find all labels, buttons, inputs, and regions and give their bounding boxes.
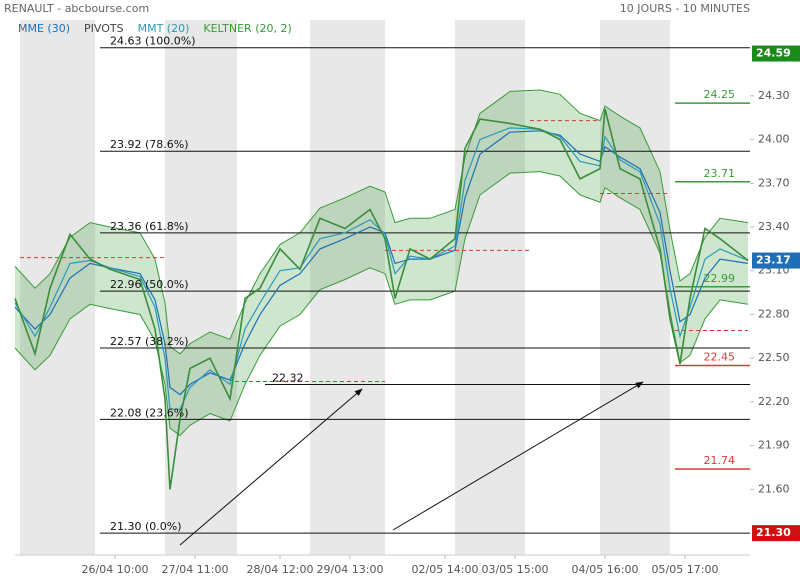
y-tick-label: 23.40 <box>758 220 790 233</box>
x-tick-label: 05/05 17:00 <box>652 563 719 576</box>
fib-label: 22.08 (23.6%) <box>110 406 189 419</box>
price-tag-label: 21.30 <box>756 526 791 539</box>
support-label: 22.32 <box>272 371 304 384</box>
x-tick-label: 27/04 11:00 <box>162 563 229 576</box>
y-tick-label: 21.60 <box>758 482 790 495</box>
arrow <box>392 381 644 531</box>
fib-label: 22.57 (38.2%) <box>110 335 189 348</box>
chart-subtitle: 10 JOURS - 10 MINUTES <box>620 2 750 15</box>
plot <box>14 47 750 534</box>
y-tick-label: 24.30 <box>758 89 790 102</box>
arrow <box>179 388 363 546</box>
price-tag <box>752 45 800 62</box>
legend-item: KELTNER (20, 2) <box>203 22 291 35</box>
keltner-lower <box>14 171 749 437</box>
level-label: 23.71 <box>704 167 736 180</box>
day-band <box>165 20 237 555</box>
y-tick-label: 24.00 <box>758 133 790 146</box>
chart-title: RENAULT - abcbourse.com <box>4 2 149 15</box>
price-line <box>14 108 749 490</box>
level-label: 22.45 <box>704 350 736 363</box>
moving-average <box>14 130 749 396</box>
x-tick-label: 28/04 12:00 <box>247 563 314 576</box>
y-tick-label: 22.80 <box>758 307 790 320</box>
level-label: 22.99 <box>704 272 736 285</box>
background: 21.6021.9022.2022.5022.8023.1023.4023.70… <box>15 20 790 576</box>
y-tick-label: 22.20 <box>758 395 790 408</box>
overlay: 24.63 (100.0%) 23.92 (78.6%) 23.36 (61.8%)… <box>18 22 800 542</box>
level-label: 21.74 <box>704 454 736 467</box>
fib-label: 24.63 (100.0%) <box>110 35 196 48</box>
fib-label: 22.96 (50.0%) <box>110 278 189 291</box>
x-tick-label: 29/04 13:00 <box>317 563 384 576</box>
legend-item: MMT (20) <box>138 22 190 35</box>
y-tick-label: 21.90 <box>758 439 790 452</box>
y-tick-label: 22.50 <box>758 351 790 364</box>
x-tick-label: 03/05 15:00 <box>482 563 549 576</box>
x-tick-label: 02/05 14:00 <box>412 563 479 576</box>
level-label: 24.25 <box>704 88 736 101</box>
day-band <box>20 20 95 555</box>
price-tag-label: 23.17 <box>756 254 791 267</box>
y-tick-label: 23.70 <box>758 176 790 189</box>
x-tick-label: 26/04 10:00 <box>82 563 149 576</box>
price-tag-label: 24.59 <box>756 47 791 60</box>
keltner-fill <box>15 90 748 436</box>
day-band <box>310 20 385 555</box>
fib-label: 23.92 (78.6%) <box>110 138 189 151</box>
fib-label: 23.36 (61.8%) <box>110 220 189 233</box>
legend-item: MME (30) <box>18 22 70 35</box>
x-tick-label: 04/05 16:00 <box>572 563 639 576</box>
day-band <box>455 20 525 555</box>
price-tag <box>752 525 800 542</box>
moving-average <box>14 127 749 410</box>
keltner-upper <box>14 89 749 355</box>
day-band <box>600 20 670 555</box>
fib-label: 21.30 (0.0%) <box>110 520 182 533</box>
price-tag <box>752 252 800 269</box>
legend-item: PIVOTS <box>84 22 124 35</box>
